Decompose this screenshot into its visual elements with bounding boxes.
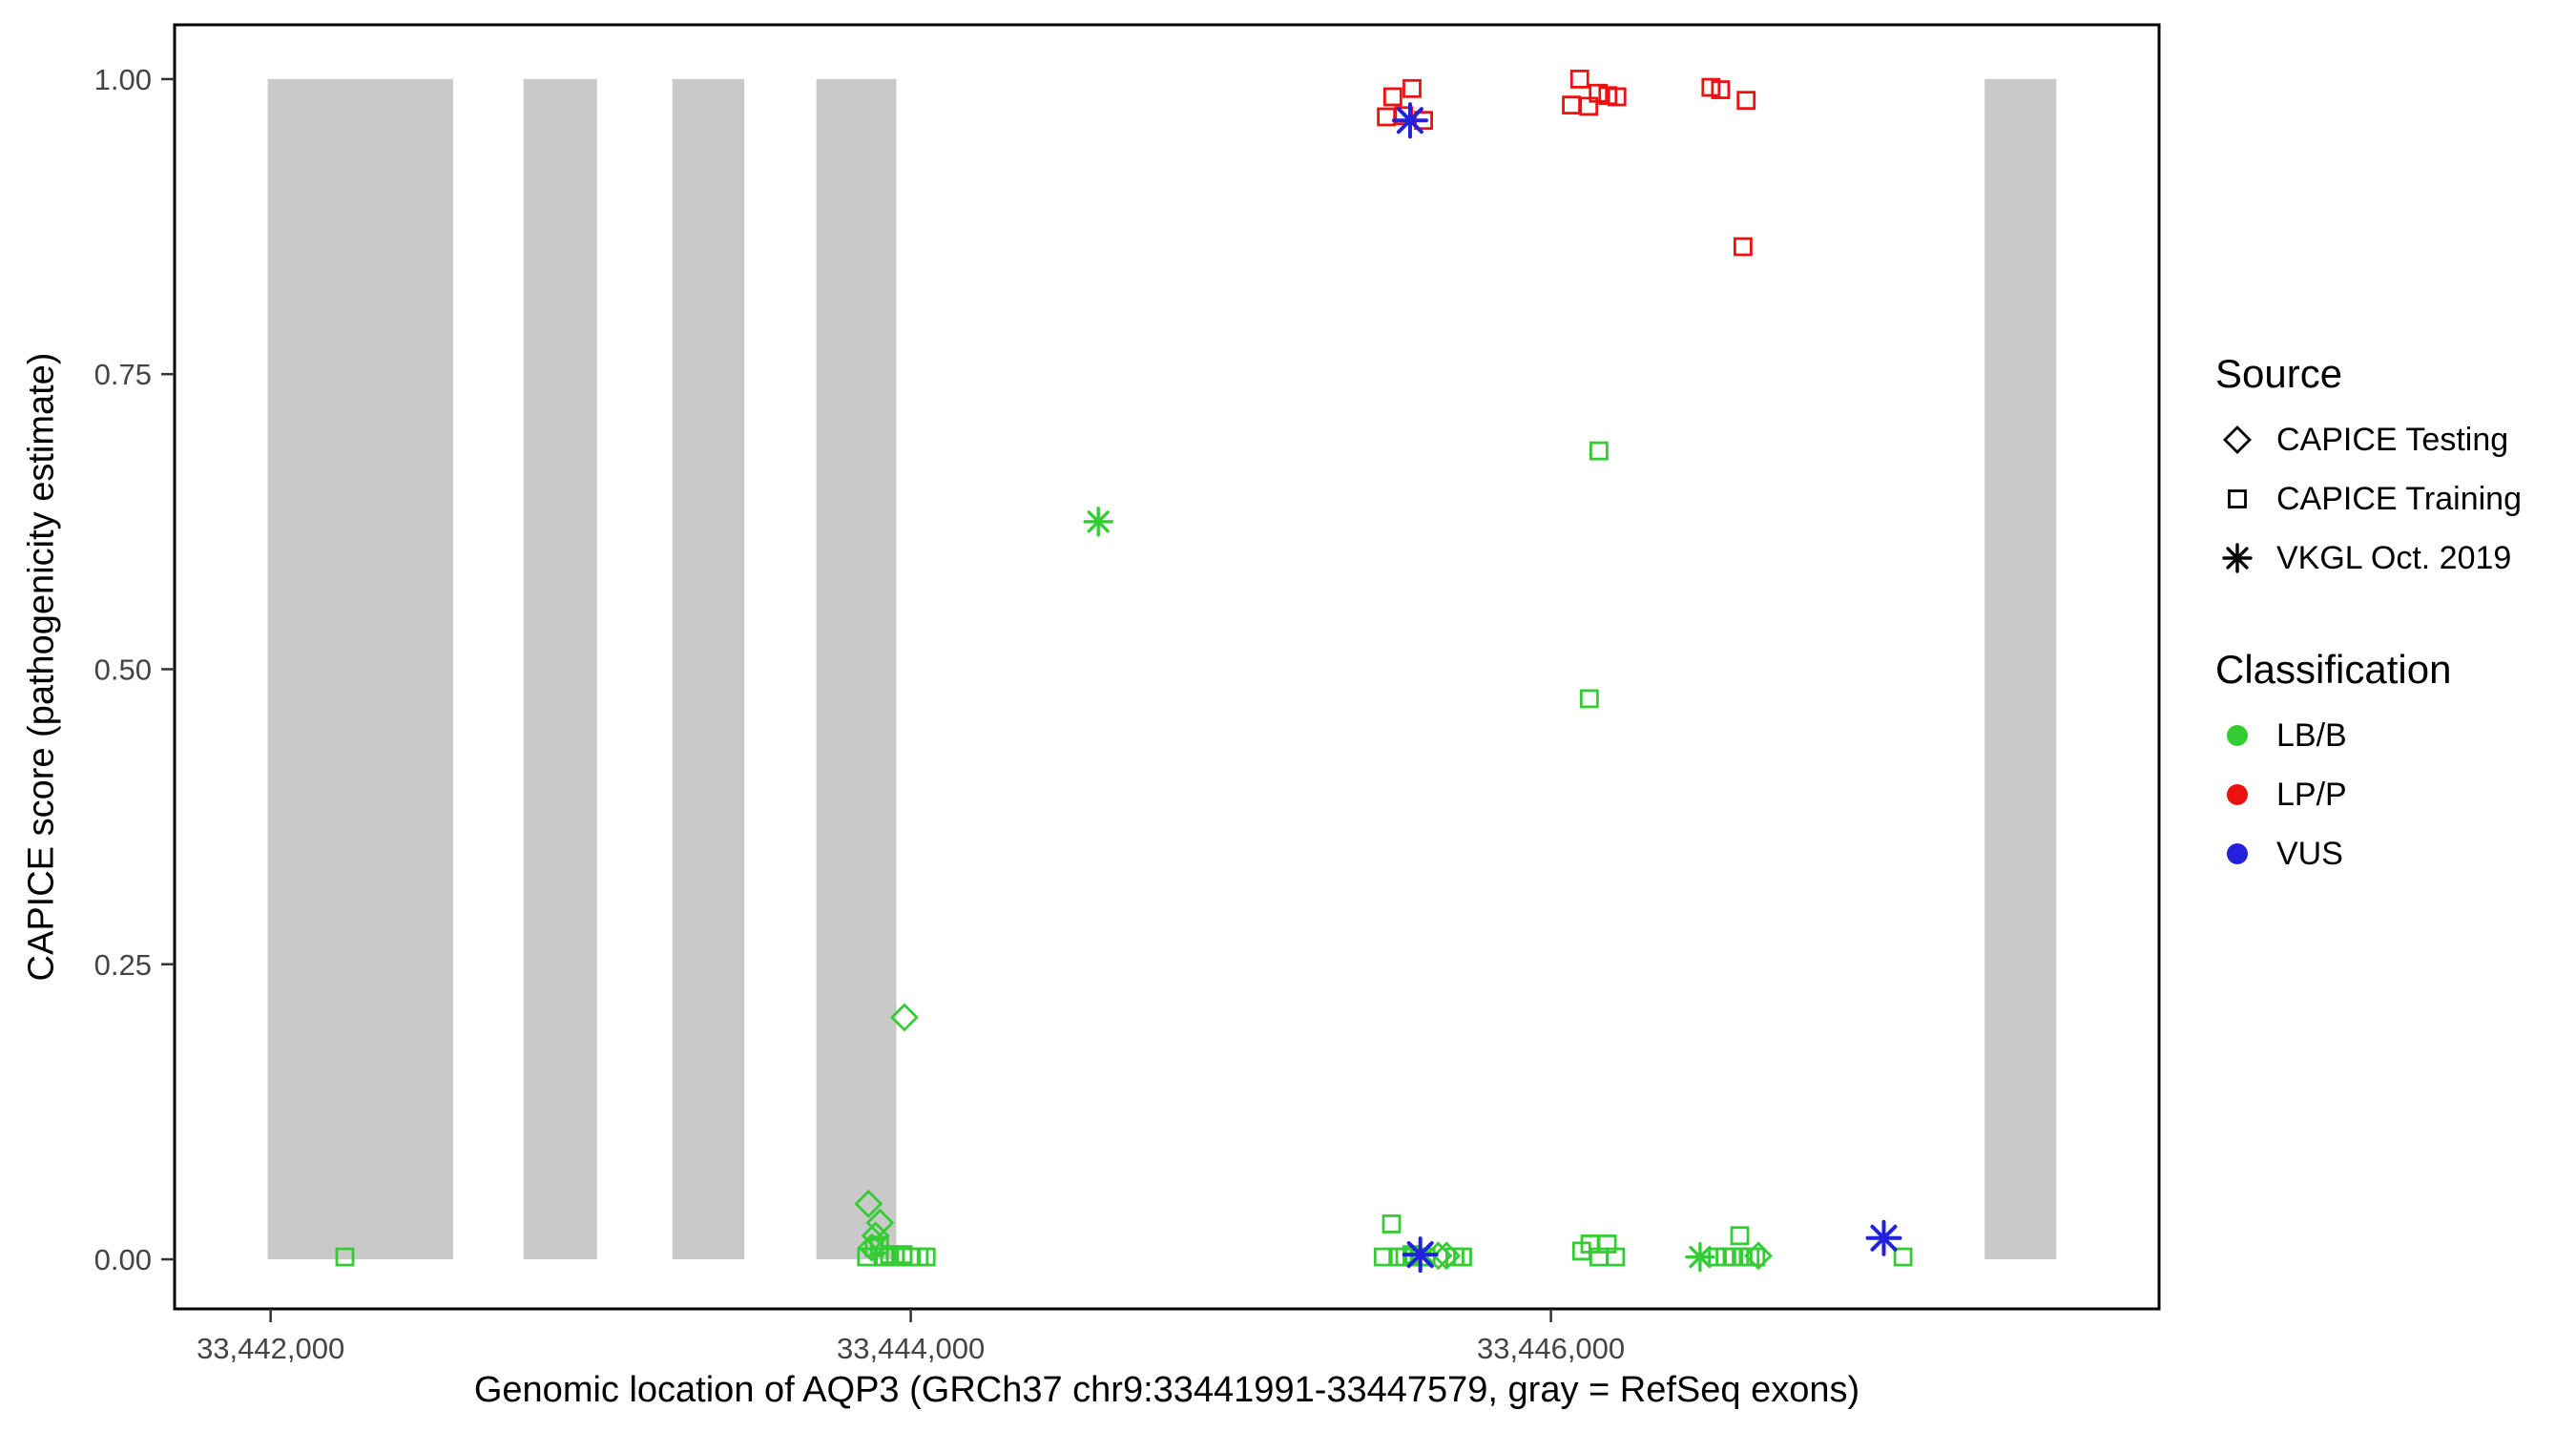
legend-item: LB/B (2215, 714, 2522, 757)
y-tick-label: 1.00 (94, 63, 152, 96)
exon-band (1984, 78, 2057, 1260)
asterisk-marker (1083, 507, 1113, 537)
asterisk-marker (1865, 1219, 1902, 1256)
legend-item-label: VKGL Oct. 2019 (2276, 539, 2512, 576)
legend: Source CAPICE Testing CAPICE Training VKGL… (2215, 351, 2522, 891)
square-marker (1377, 107, 1397, 127)
exon-band (672, 78, 745, 1260)
square-marker (335, 1247, 355, 1267)
square-marker (1711, 80, 1731, 99)
diamond-icon (2223, 425, 2252, 454)
square-marker (1730, 1226, 1750, 1246)
x-tick-label: 33,442,000 (197, 1332, 344, 1365)
legend-item-label: CAPICE Testing (2276, 421, 2509, 458)
diamond-marker (865, 1208, 895, 1237)
diamond-marker (857, 1233, 886, 1262)
diamond-marker (2223, 425, 2252, 454)
y-tick-label: 0.25 (94, 948, 152, 982)
legend-item-label: VUS (2276, 835, 2343, 872)
circle-icon (2227, 725, 2248, 746)
y-axis-title: CAPICE score (pathogenicity estimate) (21, 352, 62, 982)
square-marker (1893, 1247, 1913, 1267)
exon-band (267, 78, 453, 1260)
square-icon (2228, 489, 2247, 508)
circle-icon (2227, 843, 2248, 864)
diamond-marker (1432, 1241, 1462, 1271)
square-marker (1402, 78, 1422, 98)
square-marker (1589, 83, 1609, 103)
square-marker (1701, 77, 1721, 97)
square-marker (1381, 1214, 1402, 1234)
y-tick-label: 0.00 (94, 1243, 152, 1276)
diamond-marker (854, 1189, 883, 1218)
y-tick-label: 0.50 (94, 653, 152, 686)
diamond-marker (1743, 1241, 1773, 1271)
asterisk-marker (1685, 1241, 1715, 1273)
square-marker (1589, 441, 1609, 461)
legend-class-group: Classification LB/B LP/P VUS (2215, 647, 2522, 876)
square-marker (1382, 87, 1402, 107)
asterisk-marker (1402, 1236, 1439, 1274)
legend-item: CAPICE Training (2215, 477, 2522, 521)
square-marker (1606, 1247, 1626, 1267)
legend-source-group: Source CAPICE Testing CAPICE Training VKGL… (2215, 351, 2522, 580)
square-marker (916, 1247, 936, 1267)
exon-band (816, 78, 897, 1260)
square-marker (1453, 1247, 1472, 1267)
diamond-marker (889, 1003, 919, 1032)
square-marker (1562, 95, 1581, 115)
legend-item-label: LB/B (2276, 716, 2347, 754)
square-marker (1733, 237, 1753, 257)
legend-glyph (2215, 714, 2259, 757)
legend-glyph (2215, 773, 2259, 817)
legend-item-label: LP/P (2276, 776, 2347, 813)
square-marker (1579, 689, 1599, 709)
square-marker (1722, 1247, 1742, 1267)
diamond-marker (1423, 1241, 1453, 1271)
legend-item: VUS (2215, 832, 2522, 876)
legend-glyph (2215, 477, 2259, 521)
legend-item: LP/P (2215, 773, 2522, 817)
legend-source-title: Source (2215, 351, 2343, 396)
circle-icon (2227, 784, 2248, 805)
square-marker (1569, 70, 1589, 89)
legend-class-title: Classification (2215, 647, 2452, 692)
square-marker (1579, 96, 1599, 116)
x-axis-title: Genomic location of AQP3 (GRCh37 chr9:33… (473, 1370, 1860, 1410)
square-marker (1373, 1247, 1393, 1267)
exon-band (523, 78, 597, 1260)
legend-glyph (2215, 536, 2259, 580)
legend-glyph (2215, 418, 2259, 462)
legend-item: CAPICE Testing (2215, 418, 2522, 462)
legend-item-label: CAPICE Training (2276, 480, 2522, 517)
asterisk-icon (2222, 543, 2253, 573)
square-marker (1736, 91, 1756, 111)
panel-border (173, 23, 2161, 1311)
square-marker (1607, 87, 1627, 107)
square-marker (880, 1245, 900, 1264)
x-tick-label: 33,446,000 (1477, 1332, 1625, 1365)
square-marker (2228, 489, 2247, 508)
legend-item: VKGL Oct. 2019 (2215, 536, 2522, 580)
y-tick-label: 0.75 (94, 358, 152, 391)
diamond-marker (861, 1221, 890, 1251)
asterisk-marker (1391, 102, 1428, 139)
x-tick-label: 33,444,000 (837, 1332, 985, 1365)
legend-source-items: CAPICE Testing CAPICE Training VKGL Oct. 2… (2215, 418, 2522, 580)
legend-class-items: LB/B LP/P VUS (2215, 714, 2522, 876)
legend-glyph (2215, 832, 2259, 876)
asterisk-marker (2222, 543, 2253, 573)
